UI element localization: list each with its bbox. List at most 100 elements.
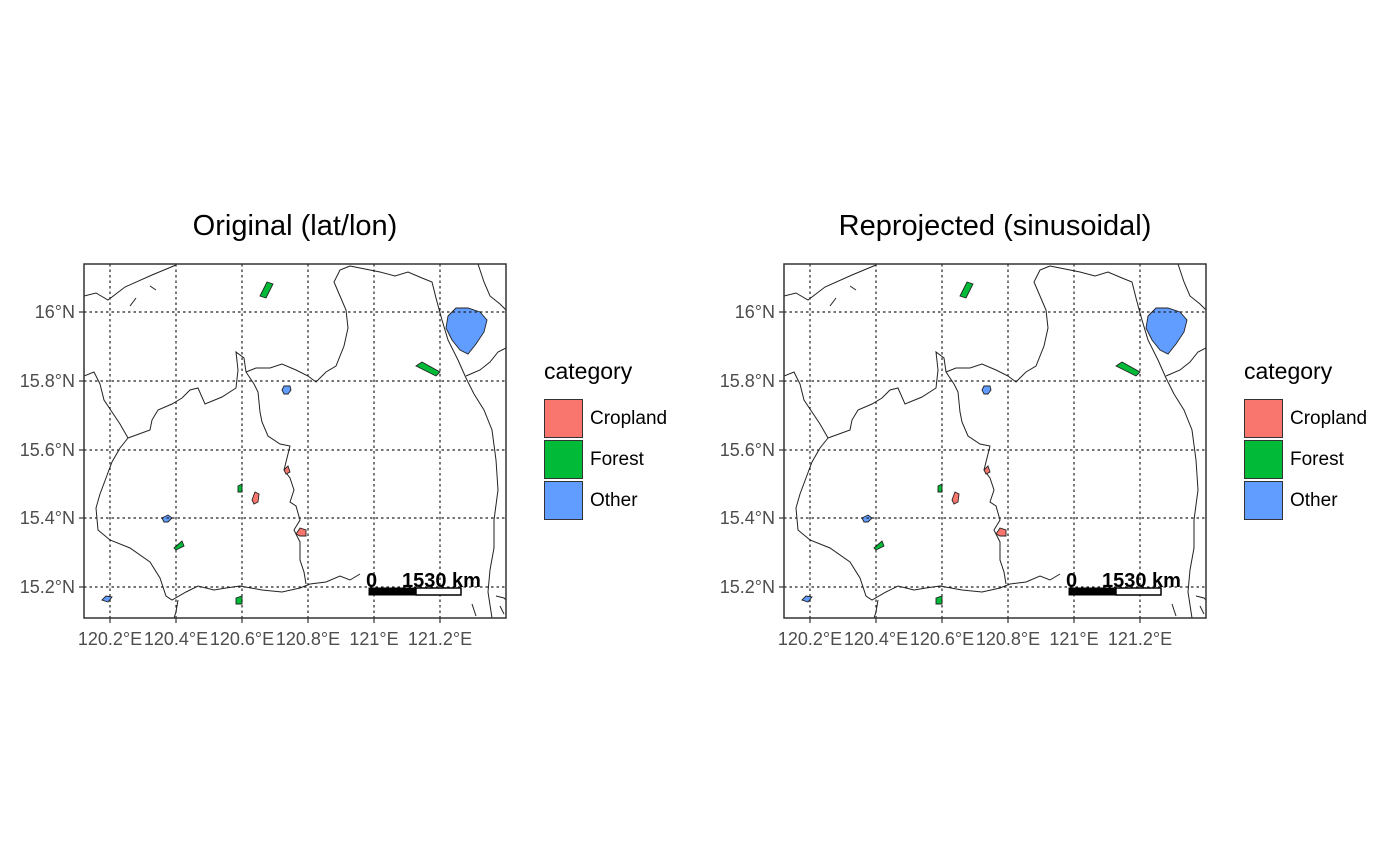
boundary-line — [84, 264, 177, 301]
other-patch — [801, 595, 813, 603]
y-tick-label: 16°N — [735, 302, 775, 322]
legend-key-swatch — [1244, 399, 1283, 438]
cropland-patch — [951, 491, 960, 505]
forest-patch — [959, 281, 974, 299]
plot-frame — [83, 263, 507, 619]
scale-bar: 0 1530 km — [1066, 570, 1181, 596]
other-patch — [445, 307, 488, 355]
x-tick-label: 120.6°E — [210, 629, 274, 649]
x-tick-label: 120.2°E — [778, 629, 842, 649]
legend-key-swatch — [1244, 440, 1283, 479]
boundary-line — [829, 297, 837, 307]
forest-patch — [935, 595, 943, 605]
legend-label: Cropland — [590, 408, 668, 429]
boundary-line — [471, 603, 477, 617]
boundary-line — [1173, 393, 1199, 618]
boundary-line — [1049, 265, 1175, 395]
legend-item: Cropland — [1244, 399, 1367, 440]
legend-item: Cropland — [544, 399, 667, 440]
y-tick-label: 15.2°N — [20, 577, 75, 597]
cropland-patch — [983, 465, 991, 475]
legend: category Cropland Forest Other — [1244, 358, 1367, 522]
y-tick-label: 16°N — [35, 302, 75, 322]
scale-bar-distance-label: 1530 km — [402, 570, 481, 592]
plot-background — [84, 264, 506, 618]
legend-label: Cropland — [1290, 408, 1368, 429]
map-panel-original: Original (lat/lon) 0 1530 km 16°N 15.8°N 15.… — [20, 210, 667, 649]
forest-patch — [1115, 361, 1141, 377]
legend-item: Forest — [544, 440, 644, 481]
legend-title: category — [1244, 358, 1333, 384]
y-tick-label: 15.2°N — [720, 577, 775, 597]
y-tick-label: 15.6°N — [20, 440, 75, 460]
boundary-line — [127, 350, 307, 585]
y-tick-label: 15.6°N — [720, 440, 775, 460]
boundary-line — [1171, 603, 1177, 617]
boundary-line — [245, 265, 351, 383]
boundary-line — [477, 264, 506, 311]
boundary-line — [945, 265, 1051, 383]
map-panel-reprojected: Reprojected (sinusoidal) 0 1530 km 16°N 15.… — [700, 0, 1400, 865]
cropland-patch — [283, 465, 291, 475]
boundary-line — [849, 285, 857, 291]
x-tick-label: 120.4°E — [144, 629, 208, 649]
boundary-line — [1165, 347, 1206, 377]
scale-bar-distance-label: 1530 km — [1102, 570, 1181, 592]
map-plot: 0 1530 km 16°N 15.8°N 15.6°N 15.4°N 15.2°N 120.… — [20, 263, 507, 649]
plot-content: 0 1530 km — [84, 264, 506, 618]
legend-key-swatch — [544, 399, 583, 438]
y-tick-label: 15.8°N — [720, 371, 775, 391]
cropland-patch — [251, 491, 260, 505]
boundary-line — [827, 350, 1007, 585]
forest-patch — [873, 540, 885, 551]
x-tick-label: 120.8°E — [976, 629, 1040, 649]
plot-background — [784, 264, 1206, 618]
plot-frame — [783, 263, 1207, 619]
y-tick-label: 15.4°N — [20, 508, 75, 528]
other-patch — [1145, 307, 1188, 355]
boundary-line — [84, 371, 129, 439]
legend-label: Other — [590, 490, 638, 511]
legend-item: Other — [1244, 481, 1338, 522]
x-tick-label: 120.8°E — [276, 629, 340, 649]
scale-bar: 0 1530 km — [366, 570, 481, 596]
legend-item: Other — [544, 481, 638, 522]
forest-patch — [173, 540, 185, 551]
plot-content: 0 1530 km — [784, 264, 1206, 618]
scale-bar-segment-light — [1115, 587, 1162, 596]
y-tick-label: 15.4°N — [720, 508, 775, 528]
boundary-line — [499, 605, 505, 615]
other-patch — [981, 385, 992, 395]
cropland-patch — [995, 527, 1007, 537]
legend-label: Forest — [590, 449, 644, 470]
legend: category Cropland Forest Other — [544, 358, 667, 522]
legend-label: Forest — [1290, 449, 1344, 470]
x-tick-label: 121°E — [1049, 629, 1098, 649]
boundary-line — [1177, 264, 1206, 311]
forest-patch — [235, 595, 243, 605]
map-plot: 0 1530 km 16°N 15.8°N 15.6°N 15.4°N 15.2°N 120.… — [720, 263, 1207, 649]
boundary-line — [465, 347, 506, 377]
forest-patch — [415, 361, 441, 377]
map-title: Reprojected (sinusoidal) — [838, 210, 1152, 242]
other-patch — [281, 385, 292, 395]
x-tick-label: 121.2°E — [1108, 629, 1172, 649]
other-patch — [101, 595, 113, 603]
scale-bar-segment-light — [415, 587, 462, 596]
x-tick-label: 121°E — [349, 629, 398, 649]
legend-key-swatch — [1244, 481, 1283, 520]
cropland-patch — [295, 527, 307, 537]
legend-label: Other — [1290, 490, 1338, 511]
forest-patch — [259, 281, 274, 299]
boundary-line — [149, 285, 157, 291]
boundary-line — [1199, 605, 1205, 615]
map-title: Original (lat/lon) — [192, 210, 398, 242]
boundary-line — [129, 297, 137, 307]
boundary-line — [784, 371, 829, 439]
boundary-line — [784, 264, 877, 301]
x-tick-label: 120.2°E — [78, 629, 142, 649]
legend-title: category — [544, 358, 633, 384]
boundary-line — [473, 393, 499, 618]
scale-bar-zero-label: 0 — [1066, 570, 1077, 592]
legend-item: Forest — [1244, 440, 1344, 481]
